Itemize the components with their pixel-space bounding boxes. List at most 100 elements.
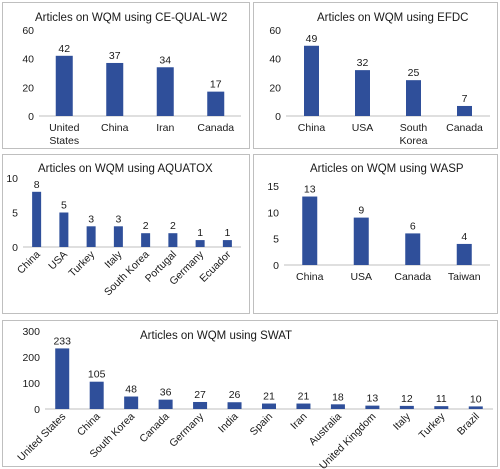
bar — [106, 62, 124, 116]
bar — [468, 406, 483, 409]
data-label: 26 — [229, 389, 241, 401]
bar — [456, 243, 472, 265]
category-label: Brazil — [455, 411, 482, 438]
category-label: Spain — [248, 411, 276, 439]
chart-title: Articles on WQM using CE-QUAL-W2 — [35, 12, 227, 24]
category-label: South — [400, 122, 428, 134]
data-label: 37 — [109, 50, 121, 62]
y-tick-label: 20 — [22, 82, 34, 94]
chart-wasp: Articles on WQM using WASP 0 5 10 15 13 China 9… — [267, 163, 490, 283]
y-tick-label: 0 — [275, 111, 281, 123]
bar — [55, 55, 73, 116]
category-label: India — [216, 411, 241, 436]
chart-efdc: Articles on WQM using EFDC 0 20 40 60 49 China… — [269, 12, 490, 147]
category-label: USA — [350, 271, 372, 283]
chart-swat: Articles on WQM using SWAT 0 100 200 300 233 U… — [15, 326, 493, 469]
bar — [227, 402, 242, 409]
bar — [156, 67, 174, 116]
bar — [158, 399, 173, 409]
y-tick-label: 10 — [267, 207, 279, 219]
y-tick-label: 40 — [22, 54, 34, 66]
bar — [113, 226, 123, 247]
data-label: 4 — [461, 231, 467, 243]
bar — [296, 403, 311, 409]
data-label: 7 — [462, 93, 468, 105]
data-label: 3 — [88, 213, 94, 225]
data-label: 11 — [436, 393, 447, 405]
category-label: USA — [46, 249, 70, 273]
bar — [405, 233, 421, 265]
chart-panel-wasp: Articles on WQM using WASP 0 5 10 15 13 China 9… — [253, 154, 498, 314]
category-label: China — [15, 249, 43, 277]
y-tick-label: 0 — [273, 260, 279, 272]
data-label: 1 — [224, 227, 230, 239]
bar — [193, 401, 208, 409]
data-label: 2 — [170, 220, 176, 232]
category-label: Canada — [394, 271, 431, 283]
bar — [457, 105, 472, 116]
data-label: 1 — [197, 227, 203, 239]
data-label: 5 — [61, 200, 67, 212]
category-label: United States — [15, 411, 68, 464]
bar — [55, 348, 70, 409]
bar — [195, 240, 205, 247]
data-label: 105 — [88, 369, 106, 381]
y-tick-label: 60 — [269, 25, 281, 37]
bar — [355, 70, 370, 116]
data-label: 48 — [125, 384, 137, 396]
category-label: Iran — [288, 411, 309, 432]
category-label: China — [298, 122, 326, 134]
data-label: 18 — [332, 391, 344, 403]
category-label: Korea — [399, 135, 427, 147]
bar — [302, 196, 318, 265]
bar — [86, 226, 96, 247]
y-tick-label: 200 — [22, 352, 40, 364]
category-label: Germany — [167, 410, 207, 450]
y-tick-label: 40 — [269, 54, 281, 66]
category-label: Turkey — [66, 248, 97, 279]
chart-panel-swat: Articles on WQM using SWAT 0 100 200 300 233 U… — [2, 320, 498, 469]
data-label: 12 — [401, 393, 413, 405]
y-tick-label: 60 — [22, 25, 34, 37]
bar — [434, 406, 449, 409]
bar — [399, 405, 414, 409]
bar — [207, 91, 225, 116]
data-label: 32 — [357, 57, 369, 69]
y-tick-label: 15 — [267, 181, 279, 193]
category-label: United — [49, 122, 80, 134]
bar — [32, 191, 42, 247]
data-label: 233 — [53, 335, 71, 347]
data-label: 27 — [194, 389, 206, 401]
bar — [124, 396, 139, 409]
category-label: Turkey — [417, 410, 448, 441]
bar — [365, 405, 380, 409]
y-tick-label: 5 — [273, 234, 279, 246]
chart-title: Articles on WQM using WASP — [310, 163, 464, 175]
category-label: Canada — [137, 411, 172, 446]
y-tick-label: 100 — [22, 378, 40, 390]
data-label: 9 — [358, 205, 364, 217]
category-label: China — [75, 411, 103, 439]
bar — [59, 212, 69, 247]
bar — [406, 80, 421, 116]
y-tick-label: 0 — [34, 404, 40, 416]
bar — [168, 233, 178, 247]
bar — [262, 403, 276, 409]
data-label: 2 — [143, 220, 149, 232]
y-tick-label: 5 — [12, 208, 18, 220]
bar — [141, 233, 151, 247]
data-label: 36 — [160, 387, 172, 399]
data-label: 17 — [210, 79, 222, 91]
bar — [304, 45, 319, 117]
chart-panel-aquatox: Articles on WQM using AQUATOX 0 5 10 8 China 5… — [2, 154, 250, 314]
data-label: 21 — [298, 391, 310, 403]
data-label: 13 — [367, 393, 379, 405]
chart-title: Articles on WQM using AQUATOX — [38, 163, 213, 175]
chart-panel-ce-qual-w2: Articles on WQM using CE-QUAL-W2 0 20 40 60 4… — [2, 2, 250, 149]
category-label: Canada — [197, 122, 234, 134]
y-tick-label: 20 — [269, 82, 281, 94]
data-label: 34 — [159, 54, 171, 66]
category-label: Taiwan — [448, 271, 481, 283]
chart-title: Articles on WQM using EFDC — [317, 12, 468, 24]
bar — [89, 381, 104, 409]
